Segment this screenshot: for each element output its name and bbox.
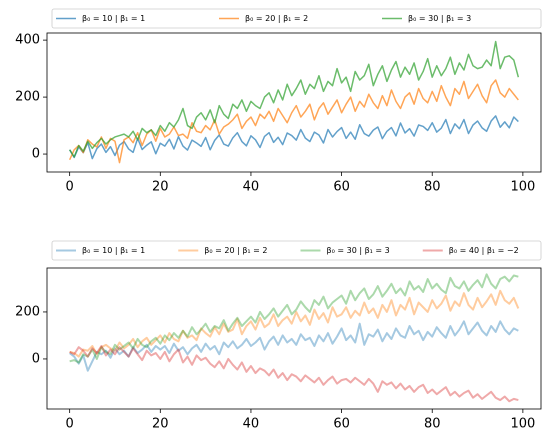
y-tick-label: 400	[15, 33, 40, 48]
x-tick-label: 100	[510, 417, 535, 432]
legend-label: β₀ = 30 | β₁ = 3	[327, 246, 390, 255]
y-tick-label: 200	[15, 304, 40, 319]
x-tick-label: 80	[424, 180, 441, 195]
x-tick-label: 0	[66, 417, 74, 432]
x-tick-label: 100	[510, 180, 535, 195]
legend-label: β₀ = 10 | β₁ = 1	[82, 14, 145, 23]
x-tick-label: 40	[243, 180, 260, 195]
x-tick-label: 40	[243, 417, 260, 432]
series-line	[69, 345, 519, 403]
axes-frame	[46, 267, 542, 410]
legend-label: β₀ = 30 | β₁ = 3	[408, 14, 471, 23]
x-tick-label: 80	[424, 417, 441, 432]
y-tick-label: 200	[15, 90, 40, 105]
series-line	[68, 79, 519, 164]
legend-label: β₀ = 40 | β₁ = −2	[449, 246, 519, 255]
x-tick-label: 60	[333, 180, 350, 195]
axes-frame	[46, 32, 542, 173]
legend-label: β₀ = 20 | β₁ = 2	[204, 246, 267, 255]
x-tick-label: 20	[152, 180, 169, 195]
y-tick-label: 0	[32, 147, 40, 162]
x-tick-label: 60	[333, 417, 350, 432]
series-line	[69, 115, 519, 160]
legend-label: β₀ = 10 | β₁ = 1	[82, 246, 145, 255]
x-tick-label: 0	[66, 180, 74, 195]
series-line	[69, 40, 520, 158]
x-tick-label: 20	[152, 417, 169, 432]
legend-box	[51, 8, 542, 29]
legend-box	[51, 240, 542, 261]
series-line	[69, 320, 519, 372]
series-line	[69, 289, 520, 358]
y-tick-label: 0	[32, 351, 40, 366]
series-line	[69, 273, 519, 364]
legend-label: β₀ = 20 | β₁ = 2	[245, 14, 308, 23]
